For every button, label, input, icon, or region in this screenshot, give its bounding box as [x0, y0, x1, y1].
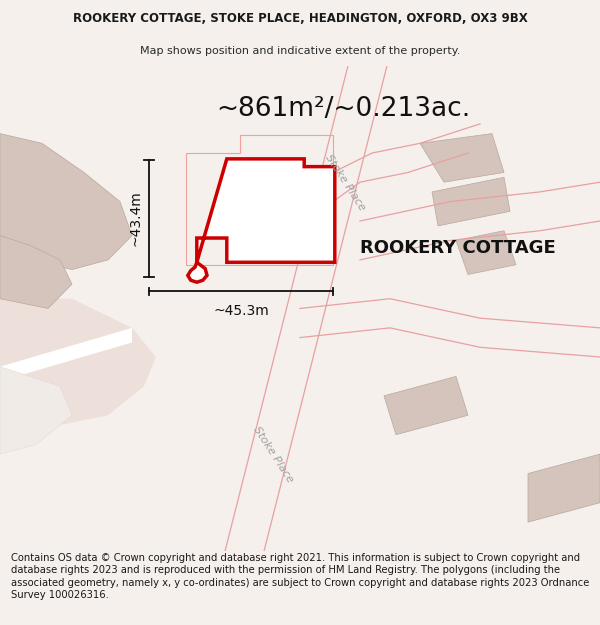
- Polygon shape: [0, 328, 132, 381]
- Polygon shape: [0, 367, 72, 454]
- Polygon shape: [0, 134, 132, 269]
- Polygon shape: [0, 236, 72, 308]
- Text: ROOKERY COTTAGE: ROOKERY COTTAGE: [360, 239, 556, 257]
- Polygon shape: [420, 134, 504, 182]
- Text: ~861m²/~0.213ac.: ~861m²/~0.213ac.: [216, 96, 470, 122]
- Polygon shape: [432, 177, 510, 226]
- Text: Stoke Place: Stoke Place: [251, 424, 295, 484]
- Text: ~43.4m: ~43.4m: [128, 191, 143, 246]
- Polygon shape: [384, 376, 468, 435]
- Polygon shape: [528, 454, 600, 522]
- Polygon shape: [188, 159, 335, 282]
- Polygon shape: [0, 299, 156, 425]
- Text: ~45.3m: ~45.3m: [213, 304, 269, 318]
- Polygon shape: [264, 202, 336, 250]
- Text: Stoke Place: Stoke Place: [323, 152, 367, 212]
- Polygon shape: [456, 231, 516, 274]
- Text: ROOKERY COTTAGE, STOKE PLACE, HEADINGTON, OXFORD, OX3 9BX: ROOKERY COTTAGE, STOKE PLACE, HEADINGTON…: [73, 12, 527, 25]
- Text: Contains OS data © Crown copyright and database right 2021. This information is : Contains OS data © Crown copyright and d…: [11, 552, 589, 600]
- Text: Map shows position and indicative extent of the property.: Map shows position and indicative extent…: [140, 46, 460, 56]
